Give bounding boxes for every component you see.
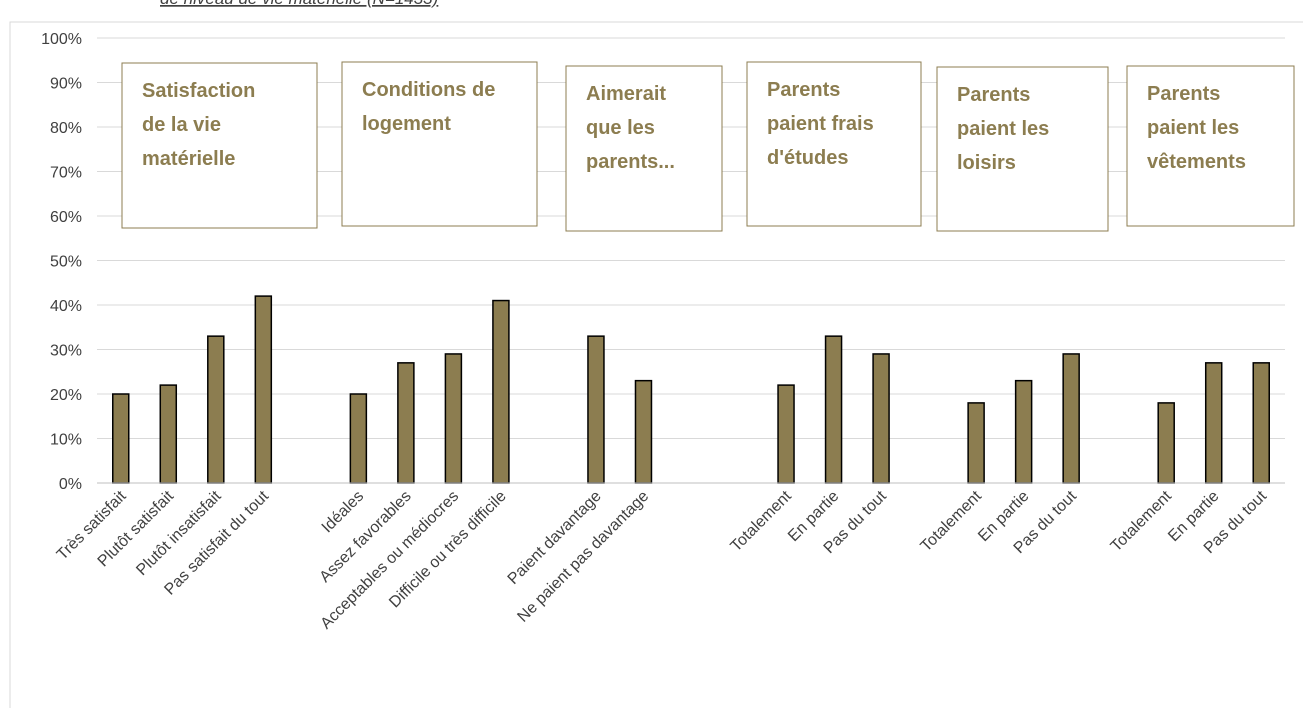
bar: [1204, 362, 1223, 484]
x-tick-label: Plutôt insatisfait: [133, 487, 225, 579]
annotation-box: [1126, 65, 1295, 227]
bar: [634, 379, 653, 484]
annotation-text: vêtements: [1147, 151, 1246, 173]
annotation-box: [936, 66, 1109, 232]
bar: [1252, 362, 1270, 484]
annotation-text: Conditions de: [362, 79, 495, 101]
x-tick-label: Totalement: [1108, 487, 1176, 555]
y-tick-label: 70%: [50, 165, 82, 182]
annotation-text: matérielle: [142, 148, 235, 170]
annotation-text: Satisfaction: [142, 80, 255, 102]
chart-subtitle: de niveau de vie matérielle (N=1433): [160, 0, 438, 8]
annotation-box: [565, 65, 723, 232]
y-tick-label: 20%: [50, 387, 82, 404]
y-tick-label: 0%: [59, 476, 82, 493]
bar: [587, 335, 605, 484]
bar: [1014, 379, 1033, 484]
bar: [207, 335, 225, 484]
annotation-box: [341, 61, 538, 227]
annotation-text: logement: [362, 113, 451, 135]
annotation-text: que les: [586, 117, 655, 139]
bar: [492, 299, 510, 484]
y-tick-label: 90%: [50, 76, 82, 93]
y-tick-label: 100%: [41, 31, 82, 48]
bar: [872, 353, 890, 484]
bar: [1157, 402, 1175, 484]
annotation-text: parents...: [586, 151, 675, 173]
annotation-text: paient frais: [767, 113, 874, 135]
annotation-box: [746, 61, 922, 227]
annotation-text: loisirs: [957, 152, 1016, 174]
bar: [349, 393, 368, 484]
y-tick-label: 60%: [50, 209, 82, 226]
annotation-text: Parents: [767, 79, 840, 101]
y-tick-label: 10%: [50, 432, 82, 449]
bar: [1062, 353, 1080, 484]
annotation-text: paient les: [1147, 117, 1239, 139]
bar: [824, 335, 843, 484]
annotation-text: Parents: [957, 84, 1030, 106]
x-tick-label: Totalement: [728, 487, 796, 555]
x-tick-label: Idéales: [319, 488, 368, 537]
bar: [112, 393, 130, 484]
bar: [159, 384, 178, 484]
annotation-box: [121, 62, 318, 229]
bar: [444, 353, 463, 484]
bar: [967, 402, 985, 484]
x-tick-label: Totalement: [918, 487, 986, 555]
annotation-text: de la vie: [142, 114, 221, 136]
annotation-text: d'études: [767, 147, 848, 169]
annotation-text: Aimerait: [586, 83, 666, 105]
chart-frame: [9, 21, 1303, 708]
y-tick-label: 30%: [50, 343, 82, 360]
bar: [777, 384, 795, 484]
annotation-text: paient les: [957, 118, 1049, 140]
annotation-text: Parents: [1147, 83, 1220, 105]
y-tick-label: 80%: [50, 120, 82, 137]
bar: [397, 362, 415, 484]
bar: [254, 295, 273, 484]
y-tick-label: 40%: [50, 298, 82, 315]
y-tick-label: 50%: [50, 254, 82, 271]
